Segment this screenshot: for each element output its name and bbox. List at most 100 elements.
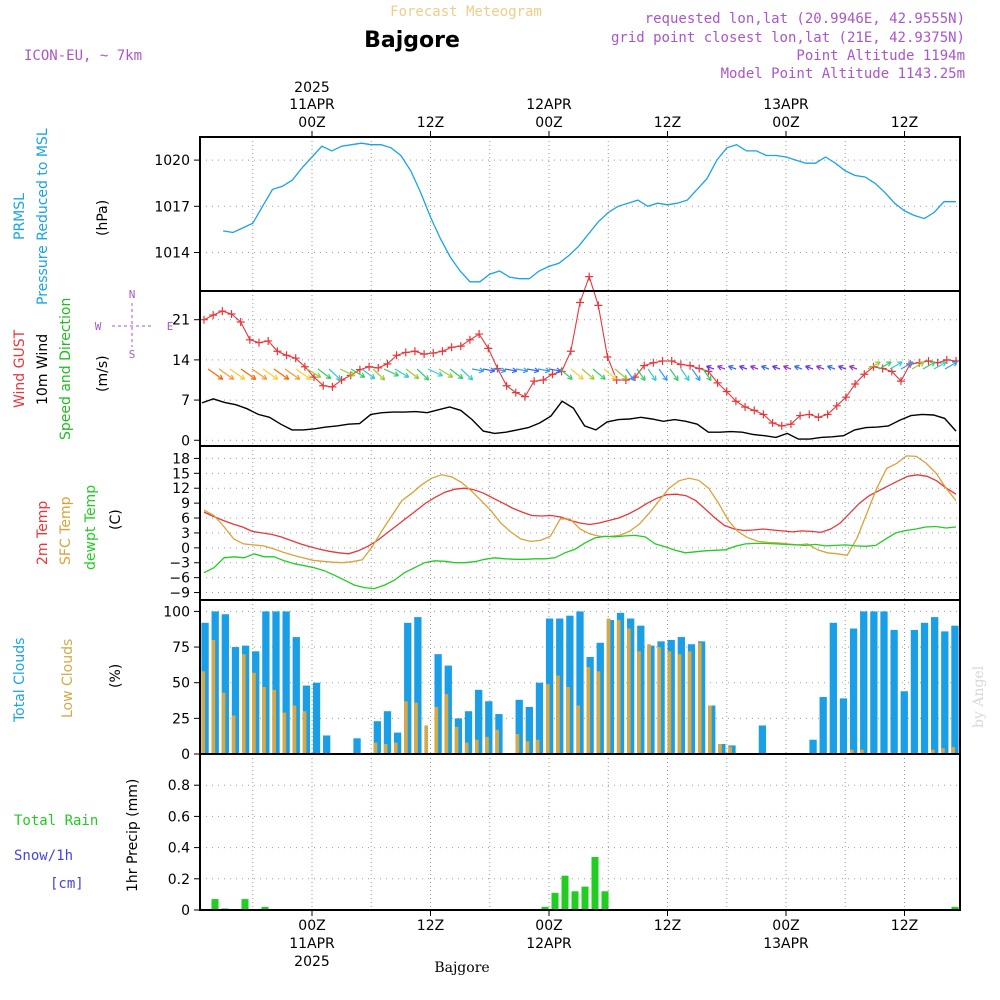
y-tick-label: 18 [172,451,190,467]
gust-marker [667,357,676,366]
gust-marker [695,364,704,373]
gust-marker [731,397,740,406]
low-cloud-bar [708,705,712,754]
wind-arrowhead [294,374,301,380]
cloud-unit: (%) [108,664,124,688]
total-cloud-bar [931,617,939,754]
wind-arrowhead [250,374,257,380]
total-cloud-bar [272,611,280,754]
wind-arrow [317,368,332,380]
gust-marker [493,364,502,373]
wind-arrow [647,368,657,381]
wind-arrow [728,365,737,370]
wind-arrow [284,368,301,380]
wind-arrowhead [750,364,756,371]
wind-arrowhead [706,364,712,371]
total-cloud-bar [809,739,817,754]
low-cloud-bar [860,749,864,754]
wind-arrow [229,368,246,380]
total-cloud-bar [910,629,919,754]
gust-marker [282,351,291,360]
wind-arrowhead [500,367,507,374]
tsfc-line [203,455,957,564]
low-cloud-bar [393,742,398,754]
low-cloud-bar [535,739,540,754]
gust-marker [520,392,529,401]
wind-arrowhead [816,364,822,371]
bottom-time-label: 11APR [289,936,335,952]
bottom-time-label: 2025 [294,954,330,970]
rain-bar [571,891,579,910]
gust-marker [603,353,612,362]
total-cloud-bar [414,617,422,754]
y-tick-label: 9 [181,496,190,512]
gust-marker [750,406,759,415]
gust-marker [539,375,548,384]
wind-arrow [838,365,847,370]
rain-bar [561,875,569,910]
gust-marker [420,350,429,359]
wind-arrowhead [908,361,914,367]
y-tick-label: 3 [181,526,190,542]
wind-arrowhead [272,374,279,380]
y-tick-label: −6 [169,571,190,587]
bottom-time-label: 00Z [535,918,562,934]
snow-unit: [cm] [50,876,84,892]
wind-arrow [207,368,224,380]
top-time-label: 12APR [526,97,572,113]
gust-marker [401,348,410,357]
y-tick-label: 12 [172,481,190,497]
total-cloud-bar [383,711,392,754]
gust-marker [447,343,456,352]
gust-marker [209,311,218,320]
wind-arrowhead [335,374,342,381]
prmsl-label: PRMSL [12,193,28,240]
dewpt-label: dewpt Temp [83,485,99,570]
total-cloud-bar [404,622,412,754]
wind-arrowhead [239,374,246,380]
wind-arrowhead [930,361,936,367]
precip-ylabel: 1hr Precip (mm) [125,779,141,892]
total-cloud-bar [839,698,848,754]
low-cloud-bar [586,667,591,754]
y-tick-label: 6 [181,511,190,527]
total-cloud-bar [262,611,270,754]
gust-marker [319,381,328,390]
wind-arrow [306,368,322,378]
rain-label: Total Rain [14,813,98,829]
wind-arrow [427,368,443,377]
t2m-label: 2m Temp [35,501,51,565]
wind-arrow [805,365,814,370]
rain-bar [951,906,959,910]
gust-marker [410,347,419,356]
wind-arrowhead [544,367,551,374]
total-cloud-bar [566,615,574,754]
wind-arrowhead [952,361,958,367]
wind-arrow [816,365,825,370]
gust-marker [273,347,282,356]
y-tick-label: 0.2 [168,872,190,888]
wind-arrow [482,368,495,372]
total-cloud-bar [323,735,331,754]
gust-marker [777,421,786,430]
gust-marker [236,318,245,326]
wind-arrowhead [589,374,595,380]
wind-arrowhead [897,361,903,367]
total-cloud-bar [525,706,533,754]
wind-arrowhead [261,374,268,380]
total-cloud-bar [880,611,888,754]
total-cloud-bar [201,622,209,754]
wind-arrow [900,361,914,370]
y-tick-label: 25 [172,711,190,727]
precip-labels: Total Rain Snow/1h [cm] 1hr Precip (mm) [14,779,141,892]
gust-marker [255,338,264,347]
bottom-time-label: 00Z [298,918,325,934]
wind-arrowhead [478,367,485,374]
wind-arrowhead [783,364,789,371]
compass-e: E [167,320,174,333]
wind-arrow [218,368,235,380]
y-tick-label: 0.4 [168,841,190,857]
low-cloud-bar [282,712,287,754]
wind-arrowhead [805,364,811,371]
